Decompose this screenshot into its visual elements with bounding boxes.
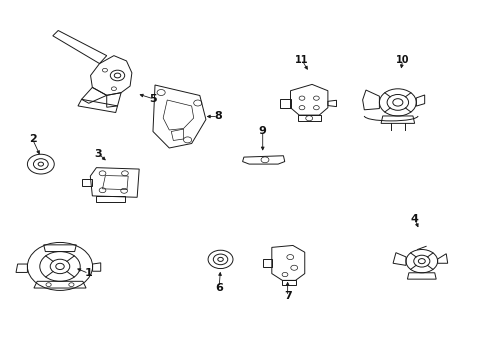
Text: 6: 6 — [215, 283, 223, 293]
Text: 9: 9 — [258, 126, 266, 136]
Text: 11: 11 — [295, 55, 308, 65]
Text: 5: 5 — [149, 94, 157, 104]
Text: 4: 4 — [410, 214, 418, 224]
Text: 3: 3 — [94, 149, 102, 158]
Text: 2: 2 — [29, 134, 37, 144]
Text: 8: 8 — [214, 112, 222, 121]
Text: 1: 1 — [85, 269, 92, 279]
Text: 7: 7 — [283, 292, 291, 301]
Text: 10: 10 — [395, 55, 408, 65]
